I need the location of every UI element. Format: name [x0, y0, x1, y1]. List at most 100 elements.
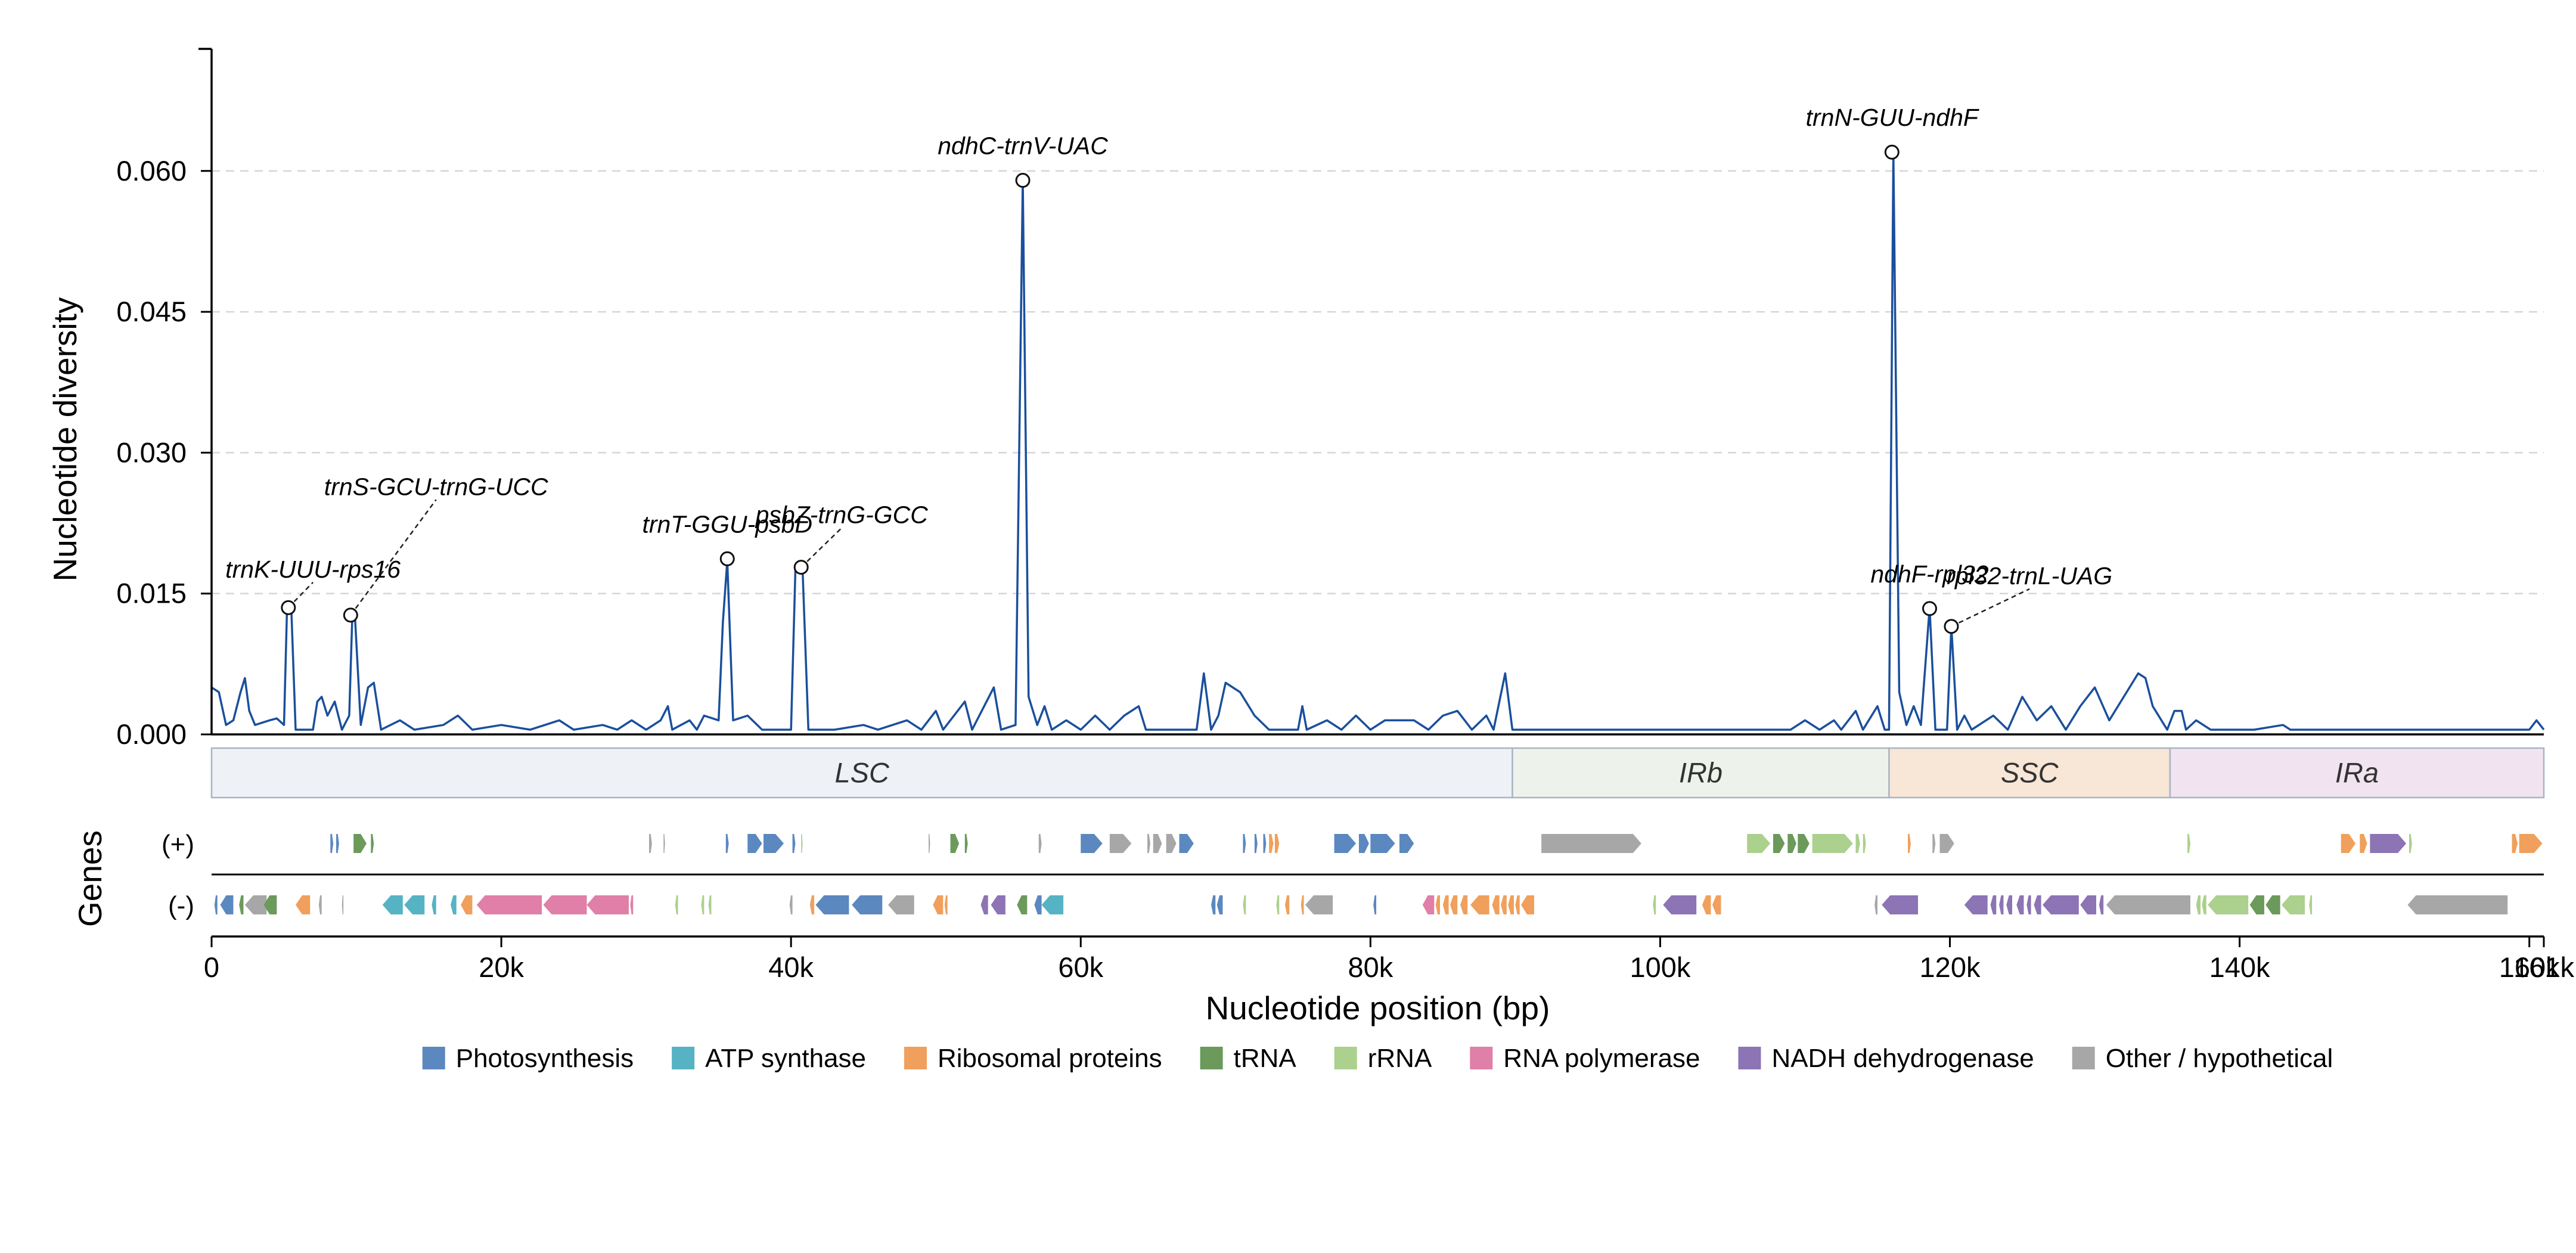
gene-feature — [382, 895, 403, 914]
gene-feature — [1515, 895, 1520, 914]
gene-feature — [1908, 834, 1911, 853]
legend-label: Other / hypothetical — [2106, 1044, 2333, 1073]
x-tick-label: 161k — [2513, 951, 2574, 983]
gene-feature — [2407, 895, 2508, 914]
region-label: SSC — [2001, 757, 2059, 789]
gene-feature — [336, 834, 339, 853]
gene-feature — [2249, 895, 2264, 914]
gene-feature — [295, 895, 311, 914]
gene-feature — [1166, 834, 1177, 853]
legend-label: RNA polymerase — [1503, 1044, 1700, 1073]
gene-feature — [2370, 834, 2407, 853]
gene-feature — [239, 895, 244, 914]
legend-swatch — [2072, 1047, 2095, 1069]
peak-label: trnK-UUU-rps16 — [225, 556, 401, 583]
peak-marker — [1944, 619, 1959, 634]
gene-feature — [1017, 895, 1028, 914]
gene-feature — [1038, 834, 1042, 853]
genes-axis-title: Genes — [72, 830, 108, 927]
gene-feature — [214, 895, 218, 914]
peak-marker — [1922, 601, 1937, 616]
x-tick-label: 140k — [2209, 951, 2270, 983]
gene-feature — [1964, 895, 1988, 914]
peak-label: ndhF-rpl32 — [1870, 560, 1988, 588]
gene-feature — [792, 834, 796, 853]
gene-feature — [929, 834, 930, 853]
gene-feature — [1301, 895, 1304, 914]
y-tick-label: 0.045 — [116, 296, 187, 327]
gene-feature — [1147, 834, 1150, 853]
legend-swatch — [1334, 1047, 1357, 1069]
gene-feature — [1274, 834, 1280, 853]
legend-swatch — [422, 1047, 445, 1069]
gene-feature — [801, 834, 803, 853]
gene-feature — [1284, 895, 1290, 914]
gene-feature — [244, 895, 267, 914]
gene-feature — [2099, 895, 2104, 914]
legend-swatch — [1200, 1047, 1223, 1069]
gene-feature — [220, 895, 234, 914]
legend-swatch — [1470, 1047, 1493, 1069]
gene-feature — [330, 834, 334, 853]
gene-feature — [964, 834, 968, 853]
gene-feature — [2106, 895, 2190, 914]
gene-feature — [663, 834, 665, 853]
region-irb — [1512, 747, 1890, 799]
gene-feature — [1450, 895, 1458, 914]
genome-regions: LSC IRb SSC IRa — [210, 747, 2545, 799]
gene-feature — [1460, 895, 1468, 914]
peak-annotations: trnK-UUU-rps16 trnS-GCU-trnG-UCC trnT-GGU-… — [225, 104, 2112, 634]
plus-strand-label: (+) — [162, 830, 194, 859]
peak-marker — [281, 600, 296, 615]
gene-feature — [950, 834, 960, 853]
region-label: IRa — [2335, 757, 2379, 789]
gene-feature — [451, 895, 457, 914]
region-label: IRb — [1679, 757, 1722, 789]
gene-feature — [1855, 834, 1860, 853]
region-label: LSC — [835, 757, 890, 789]
gene-feature — [2034, 895, 2041, 914]
x-tick-label: 80k — [1348, 951, 1393, 983]
peak-label: trnS-GCU-trnG-UCC — [324, 473, 548, 500]
gene-feature — [2080, 895, 2096, 914]
gene-feature — [342, 895, 344, 914]
gene-feature — [1773, 834, 1785, 853]
x-tick-label: 20k — [479, 951, 524, 983]
gene-feature — [1422, 895, 1435, 914]
gene-feature — [432, 895, 436, 914]
gene-tracks: (+) (-) Genes — [72, 830, 2544, 927]
peak-marker — [719, 551, 735, 566]
gene-feature — [1041, 895, 1064, 914]
gene-feature — [725, 834, 729, 853]
gene-feature — [1211, 895, 1216, 914]
peak-label: trnN-GUU-ndhF — [1806, 104, 1979, 131]
gene-feature — [2341, 834, 2356, 853]
gene-feature — [2519, 834, 2543, 853]
gene-feature — [888, 895, 914, 914]
gene-feature — [2208, 895, 2249, 914]
gene-feature — [2360, 834, 2367, 853]
gene-feature — [763, 834, 784, 853]
gene-feature — [991, 895, 1005, 914]
gene-feature — [1492, 895, 1500, 914]
gene-feature — [1263, 834, 1267, 853]
gene-feature — [476, 895, 542, 914]
gene-feature — [1501, 895, 1507, 914]
gene-feature — [2309, 895, 2313, 914]
gene-feature — [2006, 895, 2013, 914]
gene-feature — [2187, 834, 2190, 853]
gene-feature — [1243, 895, 1246, 914]
peak-label: ndhC-trnV-UAC — [938, 132, 1108, 159]
gene-feature — [980, 895, 988, 914]
gene-feature — [1747, 834, 1771, 853]
x-tick-label: 60k — [1058, 951, 1103, 983]
annotation-leader — [800, 527, 843, 568]
peak-marker — [343, 607, 358, 623]
gene-feature — [1254, 834, 1258, 853]
gene-feature — [1939, 834, 1954, 853]
legend-label: NADH dehydrogenase — [1771, 1044, 2034, 1073]
legend-label: Ribosomal proteins — [938, 1044, 1162, 1073]
gridlines — [212, 170, 2544, 594]
gene-feature — [1276, 895, 1280, 914]
